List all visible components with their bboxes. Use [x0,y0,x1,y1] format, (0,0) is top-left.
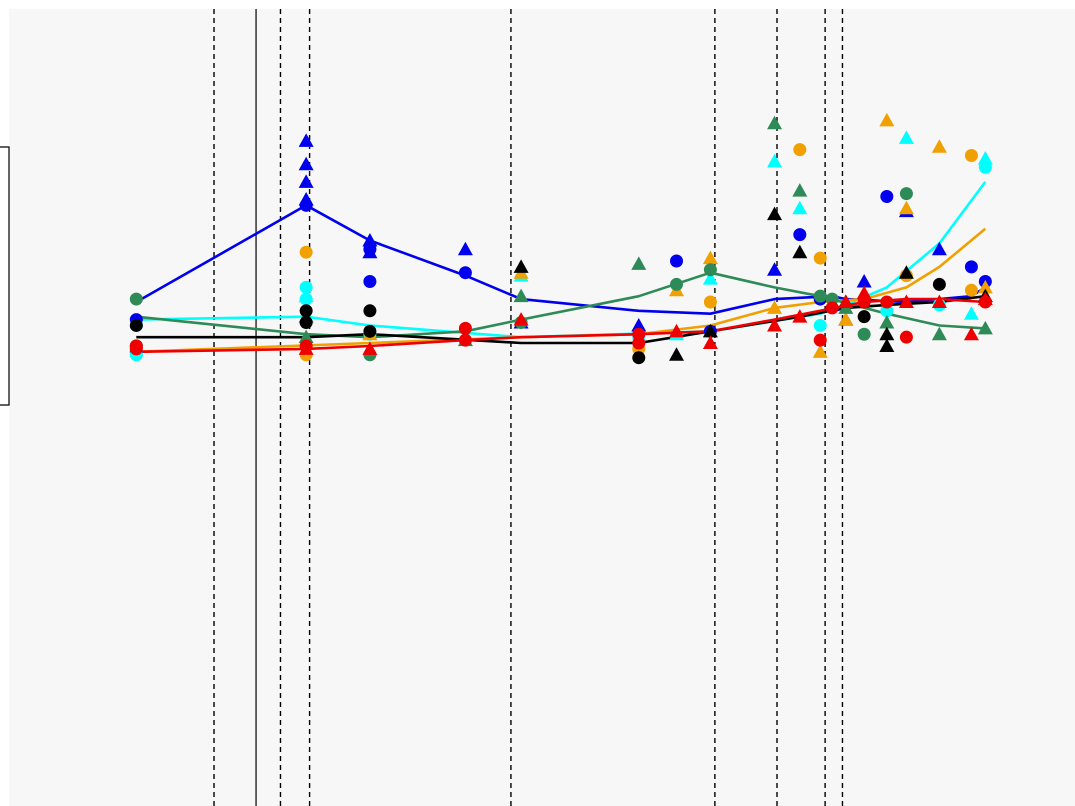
point-triangle-2-15 [879,112,895,127]
point-circle-2-20 [964,283,978,297]
point-triangle-2-21 [977,279,993,294]
data-points [129,112,993,365]
point-circle-3-12 [813,289,827,303]
point-circle-2-8 [703,295,717,309]
point-triangle-0-25 [931,241,947,256]
point-circle-0-6 [299,198,313,212]
point-triangle-0-14 [631,317,647,332]
point-circle-3-9 [703,263,717,277]
point-triangle-1-11 [792,200,808,215]
point-circle-0-26 [964,260,978,274]
point-circle-5-19 [880,295,894,309]
point-circle-4-2 [299,304,313,318]
point-triangle-3-16 [879,315,895,329]
point-triangle-0-3 [298,156,314,171]
point-triangle-5-16 [838,294,854,309]
point-triangle-3-5 [513,288,529,303]
point-circle-5-9 [632,336,646,350]
point-circle-5-5 [458,321,472,335]
point-triangle-4-11 [792,244,808,259]
point-triangle-5-12 [767,317,783,332]
point-circle-1-3 [299,280,313,294]
point-triangle-3-7 [631,256,647,270]
point-circle-3-17 [899,187,913,201]
point-triangle-2-18 [931,139,947,153]
point-triangle-1-15 [898,130,914,144]
point-triangle-2-9 [767,300,783,314]
point-triangle-0-22 [856,274,872,288]
point-circle-4-13 [857,310,871,324]
point-triangle-4-14 [879,326,895,341]
point-circle-5-1 [129,342,143,356]
point-circle-2-19 [964,149,978,163]
point-circle-4-1 [129,318,143,332]
point-triangle-0-4 [298,174,314,188]
point-triangle-0-9 [362,232,378,247]
point-circle-5-18 [857,295,871,309]
point-circle-0-23 [880,190,894,204]
point-circle-5-6 [458,333,472,347]
vertical-reference-lines [213,9,844,806]
point-triangle-4-9 [702,323,718,338]
plot-background [9,9,1075,806]
point-circle-4-5 [363,324,377,338]
point-circle-2-11 [813,251,827,265]
point-circle-3-0 [129,292,143,306]
point-triangle-3-19 [977,320,993,335]
point-triangle-5-10 [669,323,685,338]
point-triangle-1-17 [963,306,979,320]
point-circle-4-3 [299,316,313,330]
point-circle-4-4 [363,304,377,318]
point-triangle-5-17 [856,285,872,300]
point-triangle-2-12 [812,344,828,358]
point-circle-0-12 [458,266,472,280]
point-triangle-5-23 [963,326,979,341]
point-circle-5-15 [825,301,839,315]
point-triangle-0-10 [362,244,378,259]
point-circle-3-8 [670,277,684,291]
point-circle-0-15 [670,254,684,268]
point-triangle-4-16 [898,265,914,279]
point-triangle-5-7 [513,312,529,326]
point-triangle-3-2 [298,329,314,344]
point-triangle-1-19 [977,150,993,165]
point-triangle-2-13 [838,312,854,326]
point-circle-3-15 [857,327,871,341]
point-circle-4-7 [632,351,646,365]
point-triangle-3-11 [792,183,808,197]
point-circle-2-1 [299,245,313,259]
point-triangle-4-10 [767,206,783,221]
point-circle-1-4 [299,292,313,306]
point-circle-5-21 [899,330,913,344]
point-triangle-5-4 [362,341,378,355]
point-triangle-5-25 [977,291,993,306]
point-triangle-4-6 [513,259,529,273]
legend-bracket [0,146,10,406]
point-triangle-2-16 [898,200,914,215]
point-triangle-1-10 [767,153,783,168]
point-circle-0-18 [793,228,807,242]
point-triangle-1-9 [702,271,718,285]
point-circle-1-12 [813,318,827,332]
point-triangle-5-20 [898,294,914,309]
point-circle-2-10 [793,143,807,157]
point-triangle-3-18 [931,326,947,341]
point-circle-4-17 [932,277,946,291]
point-triangle-3-10 [767,115,783,130]
point-triangle-4-8 [669,347,685,361]
point-circle-5-14 [813,333,827,347]
point-triangle-0-2 [298,133,314,147]
point-triangle-5-22 [931,294,947,309]
point-triangle-0-17 [767,262,783,276]
point-triangle-5-11 [702,335,718,350]
point-circle-0-8 [363,275,377,289]
point-triangle-5-13 [792,309,808,323]
point-triangle-0-11 [457,241,473,256]
point-triangle-5-3 [298,341,314,355]
point-triangle-2-7 [702,250,718,265]
point-triangle-4-15 [879,338,895,352]
